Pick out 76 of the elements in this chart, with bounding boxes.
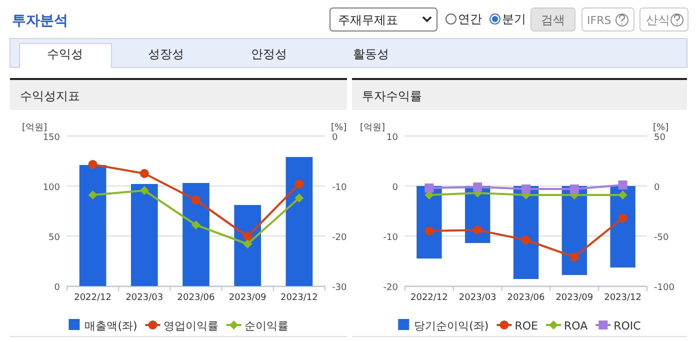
point <box>522 236 530 244</box>
y2-tick-label: 50 <box>654 133 666 143</box>
bar <box>79 165 106 286</box>
y2-tick-label: -20 <box>332 233 347 243</box>
point <box>522 184 530 194</box>
text: 성장성 <box>148 47 184 61</box>
point <box>424 226 434 236</box>
point <box>473 226 482 234</box>
y-tick-label: 0 <box>392 183 398 193</box>
point <box>88 160 98 169</box>
legend-label: 순이익률 <box>244 320 288 332</box>
y2-tick-label: 0 <box>332 133 338 143</box>
y-tick-label: 50 <box>48 233 60 243</box>
y-tick-label: -20 <box>383 283 398 293</box>
x-tick-label: 2023/09 <box>556 293 594 303</box>
text: 연간 <box>458 12 482 26</box>
x-tick-label: 2023/12 <box>280 293 318 303</box>
y2-tick-label: 0 <box>654 183 660 193</box>
point <box>192 196 200 204</box>
point <box>140 186 149 195</box>
y2-tick-label: -100 <box>654 283 675 293</box>
legend-label: ROIC <box>614 320 642 332</box>
x-tick-label: 2022/12 <box>410 293 448 303</box>
text: 검색 <box>541 13 565 27</box>
y-tick-label: -10 <box>383 233 398 243</box>
text: 수익성 <box>47 47 83 61</box>
text: 안정성 <box>251 47 287 61</box>
chart-title: 수익성지표 <box>20 89 80 103</box>
point <box>618 214 628 222</box>
x-tick-label: 2023/06 <box>177 293 215 303</box>
point <box>570 184 579 194</box>
y-tick-label: 100 <box>42 183 60 193</box>
text: 활동성 <box>353 47 389 61</box>
y-axis-title: [억원] <box>360 123 386 133</box>
text: 투자분석 <box>12 13 68 29</box>
x-tick-label: 2022/12 <box>74 293 112 303</box>
text: 분기 <box>502 12 526 26</box>
point <box>473 182 482 192</box>
point <box>140 169 149 178</box>
y2-axis-title: [%] <box>331 123 347 133</box>
bar <box>234 205 262 286</box>
y2-tick-label: -30 <box>332 283 347 293</box>
x-tick-label: 2023/12 <box>604 293 642 303</box>
point <box>618 190 628 200</box>
x-tick-label: 2023/09 <box>228 293 267 303</box>
y-tick-label: 150 <box>42 133 60 143</box>
point <box>88 190 98 200</box>
bar <box>130 184 158 286</box>
text: IFRS <box>587 14 612 27</box>
point <box>424 184 434 192</box>
legend-label: 당기순이익(좌) <box>414 320 489 332</box>
y-tick-label: 10 <box>386 133 398 143</box>
bar <box>182 183 210 286</box>
x-tick-label: 2023/03 <box>126 293 164 303</box>
x-tick-label: 2023/03 <box>458 293 496 303</box>
y2-axis-title: [%] <box>653 123 669 133</box>
legend-label: 영업이익률 <box>163 320 218 332</box>
point <box>192 220 200 230</box>
point <box>243 240 252 248</box>
chart-title: 투자수익률 <box>362 89 422 103</box>
point <box>243 232 252 241</box>
y-axis-title: [억원] <box>22 123 48 133</box>
point <box>570 252 579 262</box>
y2-tick-label: -10 <box>332 183 347 193</box>
legend-label: ROE <box>514 320 538 332</box>
y2-tick-label: -50 <box>654 233 669 243</box>
point <box>294 194 304 202</box>
x-tick-label: 2023/06 <box>507 293 545 303</box>
point <box>294 180 304 188</box>
y-tick-label: 0 <box>54 283 60 293</box>
text: 주재무제표 <box>338 13 398 27</box>
text: 산식 <box>646 13 670 27</box>
legend-label: 매출액(좌) <box>84 320 138 332</box>
legend-label: ROA <box>564 320 588 332</box>
point <box>618 180 628 190</box>
bar <box>286 157 313 286</box>
